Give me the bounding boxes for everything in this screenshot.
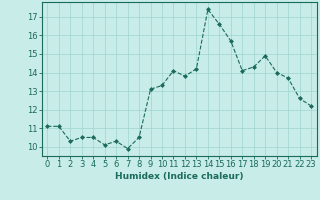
X-axis label: Humidex (Indice chaleur): Humidex (Indice chaleur) — [115, 172, 244, 181]
